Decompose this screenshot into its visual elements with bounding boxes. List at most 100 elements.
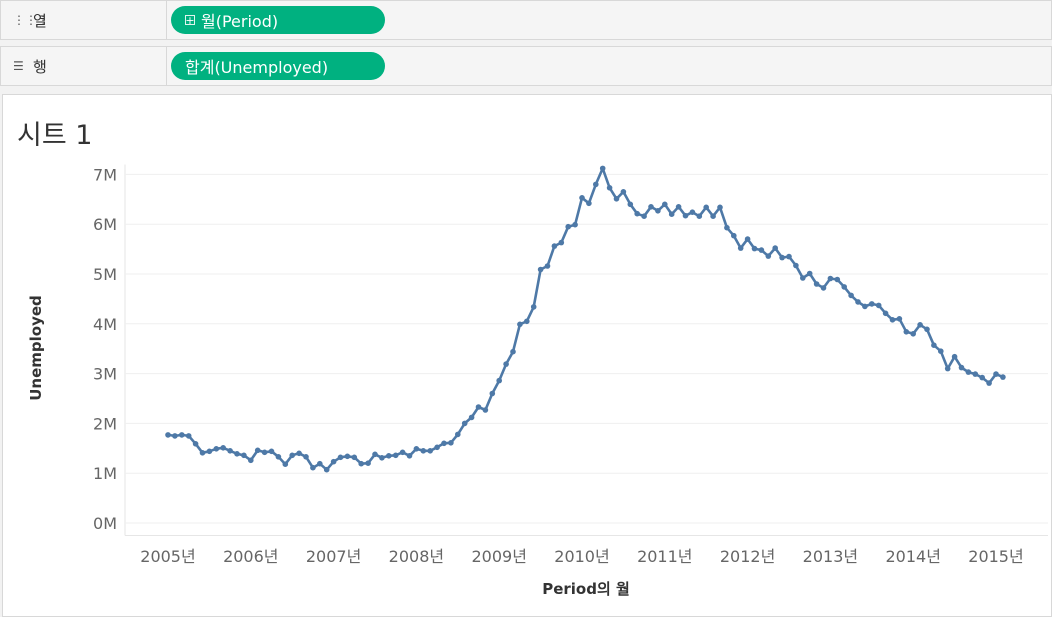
unemployed-pill-label: 합계(Unemployed) (185, 58, 329, 77)
data-point (841, 284, 847, 290)
data-point (544, 263, 551, 269)
data-point (979, 374, 985, 381)
data-point (903, 329, 910, 335)
data-point (537, 266, 544, 273)
period-month-pill[interactable]: + 월(Period) (171, 6, 385, 34)
data-point (503, 361, 509, 367)
data-point (399, 449, 406, 456)
data-point (848, 292, 854, 299)
unemployed-sum-pill[interactable]: 합계(Unemployed) (171, 52, 385, 80)
data-point (413, 446, 420, 452)
data-point (234, 451, 240, 457)
data-point (524, 318, 530, 325)
columns-shelf: ⋮⋮⋮ 열 + 월(Period) (0, 0, 1052, 40)
data-point (461, 420, 468, 427)
unemployed-series-line (167, 167, 1004, 472)
expand-plus-icon[interactable]: + (185, 13, 195, 27)
data-point (972, 371, 979, 377)
y-tick-label: 6M (93, 215, 117, 234)
data-point (496, 377, 503, 384)
data-point (482, 407, 489, 413)
data-point (938, 348, 944, 355)
data-point (296, 450, 302, 457)
data-point (744, 236, 751, 242)
data-point (241, 452, 247, 459)
x-tick-label: 2013년 (803, 547, 858, 566)
data-point (862, 303, 868, 310)
data-point (917, 322, 923, 328)
data-point (786, 253, 792, 260)
data-point (779, 254, 785, 261)
data-point (337, 454, 344, 461)
data-point (468, 414, 475, 421)
data-point (323, 466, 330, 473)
data-point (579, 195, 585, 201)
columns-shelf-label: ⋮⋮⋮ 열 (1, 1, 167, 39)
data-point (227, 448, 233, 454)
data-point (751, 245, 758, 252)
x-axis-title: Period의 월 (542, 580, 630, 598)
data-point (793, 262, 799, 269)
data-point (248, 457, 254, 464)
data-point (392, 452, 399, 459)
data-point (372, 451, 378, 458)
data-point (737, 245, 744, 251)
rows-label: 행 (33, 57, 47, 76)
data-point (993, 371, 999, 377)
data-point (254, 447, 261, 454)
y-axis-title: Unemployed (27, 295, 45, 401)
data-point (551, 243, 558, 249)
data-point (758, 247, 765, 253)
data-point (800, 275, 806, 281)
data-point (813, 281, 820, 287)
data-point (282, 461, 289, 468)
sheet-view: 시트 1 (2, 94, 1052, 617)
data-point (869, 301, 875, 307)
data-point (475, 404, 482, 410)
data-point (310, 464, 316, 471)
data-point (896, 316, 903, 322)
data-point (875, 302, 882, 309)
data-point (655, 208, 661, 214)
data-point (172, 433, 178, 439)
data-point (965, 369, 972, 375)
data-point (517, 321, 523, 328)
data-point (572, 221, 578, 228)
x-tick-label: 2015년 (968, 547, 1023, 566)
data-point (634, 210, 640, 217)
data-point (827, 275, 834, 282)
data-point (882, 310, 889, 317)
data-point (648, 204, 654, 210)
data-point (510, 348, 516, 355)
data-point (179, 432, 185, 438)
data-point (641, 213, 647, 219)
x-tick-label: 2009년 (471, 547, 526, 566)
data-point (206, 448, 213, 455)
data-point (599, 165, 606, 172)
rows-icon: ☰ (13, 59, 24, 73)
data-point (606, 185, 613, 191)
data-point (317, 460, 323, 467)
data-point (185, 433, 192, 439)
x-tick-label: 2005년 (140, 547, 195, 566)
x-tick-label: 2014년 (885, 547, 940, 566)
data-point (192, 441, 199, 447)
data-point (682, 212, 689, 219)
data-point (358, 460, 365, 467)
data-point (806, 270, 813, 277)
y-tick-label: 2M (93, 414, 117, 433)
data-point (620, 189, 627, 195)
y-tick-label: 5M (93, 265, 117, 284)
rows-shelf: ☰ 행 합계(Unemployed) (0, 46, 1052, 86)
data-point (275, 454, 282, 460)
x-tick-label: 2008년 (389, 547, 444, 566)
data-point (889, 317, 896, 323)
data-point (710, 213, 716, 219)
data-point (855, 299, 861, 305)
data-point (165, 432, 171, 438)
data-point (717, 204, 723, 211)
data-point (289, 452, 296, 459)
data-point (586, 200, 592, 207)
data-point (613, 196, 620, 202)
